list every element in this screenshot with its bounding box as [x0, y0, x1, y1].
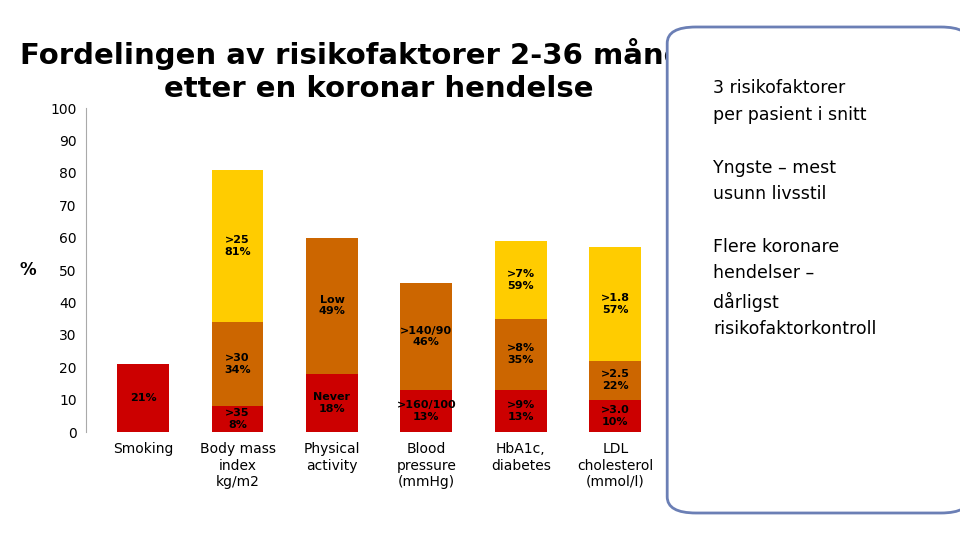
Text: >1.8
57%: >1.8 57%	[601, 293, 630, 315]
Text: >30
34%: >30 34%	[225, 353, 251, 375]
Bar	[400, 390, 452, 432]
Text: 3 risikofaktorer
per pasient i snitt

Yngste – mest
usunn livsstil

Flere korona: 3 risikofaktorer per pasient i snitt Yng…	[713, 79, 876, 339]
Bar	[211, 170, 263, 322]
Bar	[211, 406, 263, 432]
Text: %: %	[20, 261, 36, 279]
Bar	[306, 374, 358, 432]
Text: >3.0
10%: >3.0 10%	[601, 405, 630, 427]
Text: >8%
35%: >8% 35%	[507, 343, 535, 365]
Bar	[589, 247, 641, 361]
Text: >35
8%: >35 8%	[226, 408, 250, 430]
Bar	[495, 319, 547, 390]
Bar	[589, 361, 641, 400]
Bar	[306, 238, 358, 374]
Bar	[495, 241, 547, 319]
Text: Low
49%: Low 49%	[319, 295, 346, 316]
Text: >160/100
13%: >160/100 13%	[396, 400, 456, 422]
Text: >2.5
22%: >2.5 22%	[601, 369, 630, 391]
Title: Fordelingen av risikofaktorer 2-36 måneder
etter en koronar hendelse: Fordelingen av risikofaktorer 2-36 måned…	[20, 38, 738, 103]
Text: >25
81%: >25 81%	[225, 235, 251, 256]
Text: >9%
13%: >9% 13%	[507, 400, 535, 422]
Bar	[211, 322, 263, 406]
Text: 21%: 21%	[130, 393, 156, 403]
Bar	[400, 283, 452, 390]
Bar	[495, 390, 547, 432]
Text: >140/90
46%: >140/90 46%	[400, 326, 452, 347]
Bar	[589, 400, 641, 432]
Text: Never
18%: Never 18%	[314, 392, 350, 414]
Bar	[117, 364, 169, 432]
Text: >7%
59%: >7% 59%	[507, 269, 535, 291]
